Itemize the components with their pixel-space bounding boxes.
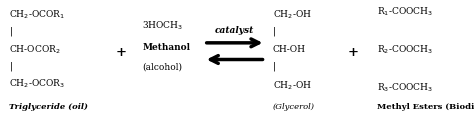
Text: (Glycerol): (Glycerol) <box>273 103 315 111</box>
Text: R$_3$-COOCH$_3$: R$_3$-COOCH$_3$ <box>377 82 433 94</box>
Text: Methyl Esters (Biodiesel): Methyl Esters (Biodiesel) <box>377 103 474 111</box>
Text: CH$_2$-OCOR$_3$: CH$_2$-OCOR$_3$ <box>9 77 65 90</box>
Text: +: + <box>347 46 359 59</box>
Text: CH$_2$-OCOR$_1$: CH$_2$-OCOR$_1$ <box>9 8 65 21</box>
Text: |: | <box>273 62 275 71</box>
Text: Triglyceride (oil): Triglyceride (oil) <box>9 103 89 111</box>
Text: Methanol: Methanol <box>142 43 190 52</box>
Text: |: | <box>9 62 12 71</box>
Text: (alcohol): (alcohol) <box>142 62 182 71</box>
Text: catalyst: catalyst <box>215 26 254 35</box>
Text: CH$_2$-OH: CH$_2$-OH <box>273 79 311 92</box>
Text: |: | <box>9 26 12 36</box>
Text: |: | <box>273 26 275 36</box>
Text: CH$_2$-OH: CH$_2$-OH <box>273 8 311 21</box>
Text: CH-OH: CH-OH <box>273 45 306 55</box>
Text: 3HOCH$_3$: 3HOCH$_3$ <box>142 20 183 32</box>
Text: CH-OCOR$_2$: CH-OCOR$_2$ <box>9 44 61 56</box>
Text: +: + <box>115 46 127 59</box>
Text: R$_2$-COOCH$_3$: R$_2$-COOCH$_3$ <box>377 44 433 56</box>
Text: R$_1$-COOCH$_3$: R$_1$-COOCH$_3$ <box>377 6 433 18</box>
